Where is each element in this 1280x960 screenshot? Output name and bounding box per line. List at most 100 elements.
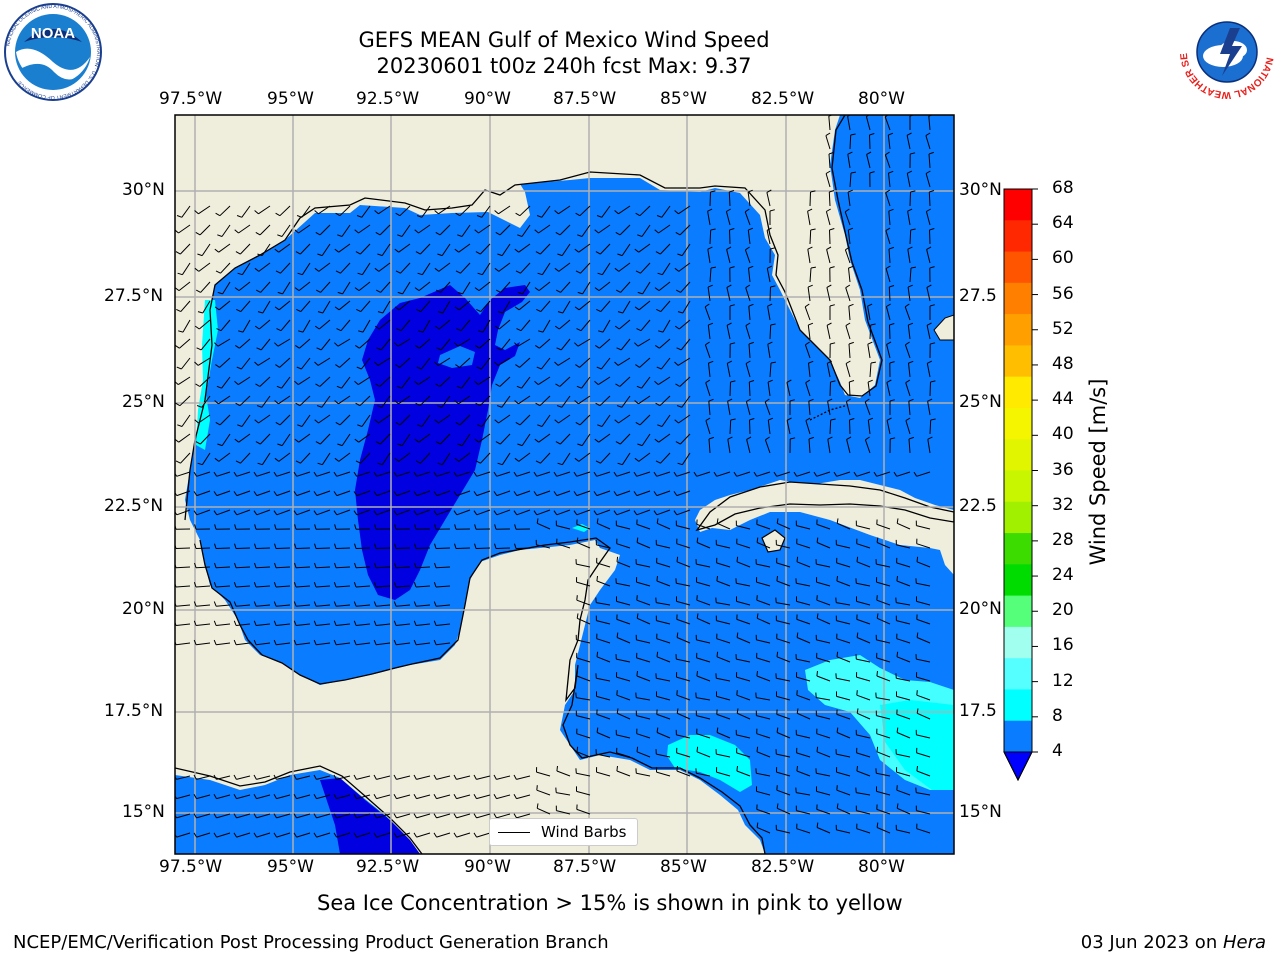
wind-barb [396,775,411,780]
wind-barb [708,363,711,378]
lon-label-bottom: 82.5°W [751,857,815,877]
wind-barb [736,618,751,625]
wind-barb [656,620,671,625]
wind-barb [756,751,771,758]
wind-barb-flag [414,287,420,292]
wind-barb-flag [276,328,282,332]
wind-barb-flag [294,287,300,292]
wind-barb [656,713,671,720]
wind-barb [316,794,331,800]
wind-barb-flag [517,443,523,447]
wind-barb-flag [845,322,851,327]
lon-label-bottom: 90°W [464,857,511,877]
wind-barb [658,281,671,291]
wind-barb [336,813,351,819]
wind-barb [916,770,931,777]
wind-barb-flag [617,253,623,257]
wind-barb-flag [816,822,819,828]
wind-barb [888,211,891,226]
wind-barb [601,205,611,218]
wind-barb-flag [730,380,736,383]
wind-barb [278,395,291,405]
wind-barb [376,471,391,477]
wind-barb-flag [807,246,813,250]
wind-barb [885,192,891,207]
wind-barb-flag [333,774,337,780]
wind-barb [456,471,471,477]
wind-barb-flag [916,765,918,772]
wind-barb [296,490,311,497]
wind-barb-flag [576,595,578,601]
wind-barb-flag [393,471,398,477]
wind-barb [219,205,231,217]
wind-barb-flag [274,306,280,311]
wind-barb [437,357,451,366]
wind-barb-flag [746,398,751,402]
wind-barb-flag [274,342,279,347]
wind-barb-flag [826,208,831,212]
lat-label-right: 22.5 [959,496,997,516]
colorbar-tick-label: 64 [1052,213,1074,234]
wind-barb-flag [535,402,541,407]
lat-label-left: 15°N [122,802,165,822]
wind-barb [776,677,791,682]
wind-barb-flag [353,813,357,819]
wind-barb-flag [616,765,618,772]
wind-barb [676,600,691,606]
wind-barb-flag [313,774,317,780]
wind-barb [296,509,311,516]
wind-barb [928,191,931,207]
wind-barb [576,772,591,777]
wind-barb [661,357,671,370]
wind-barb [736,561,751,568]
wind-barb [236,471,251,477]
wind-barb [745,363,751,378]
wind-barb-flag [217,234,223,237]
wind-barb [358,376,371,386]
wind-barb-flag [555,383,561,387]
wind-barb [218,452,231,462]
wind-barb [576,639,591,644]
wind-barb [888,173,891,188]
wind-barb [896,807,911,815]
wind-barb-flag [354,380,359,385]
wind-barb-flag [433,471,438,477]
wind-barb [219,357,231,368]
wind-barb-flag [513,794,517,799]
wind-barb [726,287,731,302]
wind-barb-flag [916,632,919,638]
wind-barb [536,807,551,815]
wind-barb [756,542,771,549]
wind-barb [641,376,651,389]
wind-barb [399,357,411,368]
wind-barb-flag [786,417,792,421]
lat-label-left: 27.5°N [104,286,164,306]
wind-barb [816,542,831,549]
wind-barb [856,810,871,815]
wind-barb [559,376,571,387]
wind-barb-flag [676,347,682,351]
wind-barb-flag [495,289,501,293]
wind-barb-flag [929,266,935,269]
wind-barb-flag [849,418,855,421]
wind-barb-flag [727,398,733,402]
wind-barb-flag [905,379,911,384]
wind-barb-flag [616,708,619,714]
wind-barb [320,338,331,351]
wind-barb-flag [656,575,658,582]
wind-barb-flag [655,251,661,255]
wind-barb [696,675,711,682]
wind-barb [579,205,591,217]
wind-barb-flag [574,342,579,347]
wind-barb-flag [494,543,497,549]
wind-barb [279,205,291,217]
wind-barb [816,523,831,530]
wind-barb [460,319,471,332]
wind-barb [196,832,211,838]
wind-barb [436,509,451,516]
wind-barb [716,580,731,587]
colorbar-segment [1004,314,1032,346]
wind-barb [256,509,271,516]
wind-barb [856,561,871,568]
wind-barb-flag [828,151,834,155]
